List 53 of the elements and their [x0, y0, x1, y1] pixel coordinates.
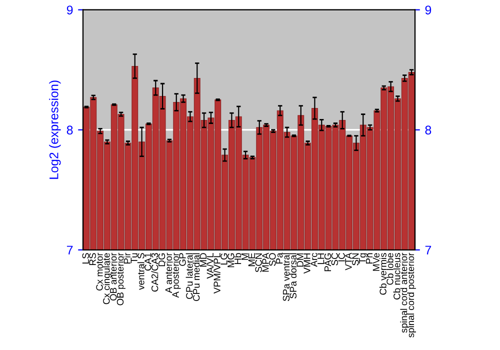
- x-tick-label: DM: [296, 253, 304, 267]
- y2-tick-label: 7: [425, 246, 432, 254]
- x-tick-label: A posterior: [172, 252, 181, 298]
- x-tick-label: VMH: [304, 253, 310, 274]
- x-tick-label: Pir: [124, 252, 130, 264]
- x-tick-label: CA2/CA3: [151, 253, 158, 292]
- x-tick-label: GP: [179, 253, 186, 266]
- x-tick-label: VPM/VPL: [213, 252, 220, 294]
- x-tick-label: VA/VL: [206, 252, 214, 279]
- x-tick-label: MVe: [372, 253, 380, 271]
- y-tick-label: 8: [66, 126, 73, 134]
- y-tick-label: 9: [66, 6, 73, 14]
- x-tick-label: RS: [89, 253, 96, 266]
- y2-tick-label: 9: [425, 6, 432, 14]
- x-tick-label: LG: [220, 253, 228, 264]
- x-tick-label: SPa ventral: [282, 253, 290, 302]
- x-tick-label: Cb nucleus: [393, 253, 400, 300]
- x-tick-label: DG: [158, 253, 166, 266]
- x-tick-label: Pn: [366, 253, 372, 264]
- x-tick-label: SN: [352, 253, 359, 266]
- x-tick-label: LH: [318, 253, 324, 264]
- y-axis-title: Log2 (expression): [49, 80, 61, 179]
- x-tick-label: A anterior: [165, 252, 172, 294]
- x-tick-label: CA1: [144, 253, 152, 271]
- x-tick-label: SO: [269, 253, 276, 266]
- x-tick-label: CPu medial: [192, 253, 200, 302]
- x-tick-label: CPu lateral: [186, 253, 193, 299]
- x-tick-label: SCN: [255, 253, 262, 272]
- x-tick-label: SC: [331, 253, 338, 266]
- x-tick-label: ventral S: [137, 253, 144, 290]
- x-tick-label: MD: [200, 253, 206, 267]
- x-tick-label: MG: [228, 253, 234, 268]
- x-tick-label: Arc: [310, 252, 318, 267]
- x-tick-label: IC: [338, 253, 345, 262]
- x-tick-label: OB anterior: [110, 252, 117, 301]
- x-tick-label: Tu: [130, 253, 138, 264]
- x-tick-label: ME: [248, 253, 255, 266]
- y2-tick-label: 8: [425, 126, 432, 134]
- x-tick-label: Pa: [276, 252, 283, 264]
- x-tick-label: MPA: [262, 252, 269, 272]
- x-tick-label: SPa dorsal: [290, 253, 296, 298]
- x-tick-label: Hb: [234, 253, 242, 264]
- x-tick-label: PAG: [324, 253, 332, 272]
- x-tick-label: LS: [82, 253, 89, 264]
- x-tick-label: Cb lobe: [386, 253, 394, 285]
- x-tick-label: spinal cord posterior: [407, 252, 416, 338]
- x-tick-label: Cb vermis: [379, 253, 386, 295]
- x-tick-label: VTA: [345, 252, 352, 270]
- x-tick-label: M: [241, 253, 248, 260]
- x-tick-label: Cx motor: [96, 252, 103, 291]
- x-tick-label: Tg: [359, 253, 368, 264]
- y-tick-label: 7: [66, 246, 73, 254]
- x-tick-label: OB posterior: [116, 252, 126, 306]
